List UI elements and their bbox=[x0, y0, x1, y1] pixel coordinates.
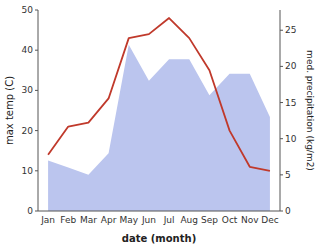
y-tick-label: 50 bbox=[22, 5, 34, 15]
y2-tick bbox=[280, 138, 283, 139]
x-tick-label: Sep bbox=[201, 215, 218, 225]
y2-tick-label: 25 bbox=[285, 25, 296, 35]
y-tick bbox=[35, 50, 38, 51]
y2-tick bbox=[280, 102, 283, 103]
plot-area bbox=[48, 18, 270, 211]
x-tick-label: Jul bbox=[163, 215, 175, 225]
y2-tick bbox=[280, 211, 283, 212]
y2-tick-label: 15 bbox=[285, 98, 296, 108]
y2-axis-line bbox=[280, 10, 281, 211]
x-axis-label: date (month) bbox=[122, 233, 196, 244]
y-tick-label: 30 bbox=[22, 85, 34, 95]
precipitation-area bbox=[48, 45, 270, 211]
x-tick-label: Apr bbox=[101, 215, 117, 225]
y-tick bbox=[35, 10, 38, 11]
x-tick-label: Mar bbox=[80, 215, 97, 225]
x-tick-label: Nov bbox=[241, 215, 259, 225]
x-tick-label: May bbox=[119, 215, 138, 225]
y2-tick bbox=[280, 30, 283, 31]
y-tick-label: 10 bbox=[22, 166, 34, 176]
y-tick-label: 40 bbox=[22, 45, 34, 55]
y2-tick bbox=[280, 66, 283, 67]
x-tick-label: Dec bbox=[261, 215, 278, 225]
y2-tick-label: 5 bbox=[285, 170, 291, 180]
y2-tick-label: 10 bbox=[285, 134, 297, 144]
y2-tick bbox=[280, 174, 283, 175]
x-tick-label: Jun bbox=[141, 215, 156, 225]
x-axis-line bbox=[38, 211, 280, 212]
x-tick-label: Feb bbox=[60, 215, 76, 225]
y-tick-label: 0 bbox=[27, 206, 33, 216]
chart: Jan Feb Mar AprMayJun Jul AugSep OctNovDec 0 10 2… bbox=[0, 0, 318, 247]
y-axis-label: max temp (C) bbox=[4, 76, 15, 145]
y2-tick-label: 20 bbox=[285, 61, 297, 71]
y-tick bbox=[35, 130, 38, 131]
y-tick bbox=[35, 170, 38, 171]
y-tick bbox=[35, 90, 38, 91]
y2-axis-label: med. precipitation (kg/m2) bbox=[305, 50, 315, 171]
temperature-line bbox=[48, 18, 270, 171]
x-tick-label: Aug bbox=[180, 215, 198, 225]
y-axis-line bbox=[38, 10, 39, 211]
y-tick bbox=[35, 211, 38, 212]
y2-tick-label: 0 bbox=[285, 206, 291, 216]
x-tick-label: Oct bbox=[222, 215, 238, 225]
y-tick-label: 20 bbox=[22, 126, 34, 136]
x-tick-label: Jan bbox=[40, 215, 55, 225]
